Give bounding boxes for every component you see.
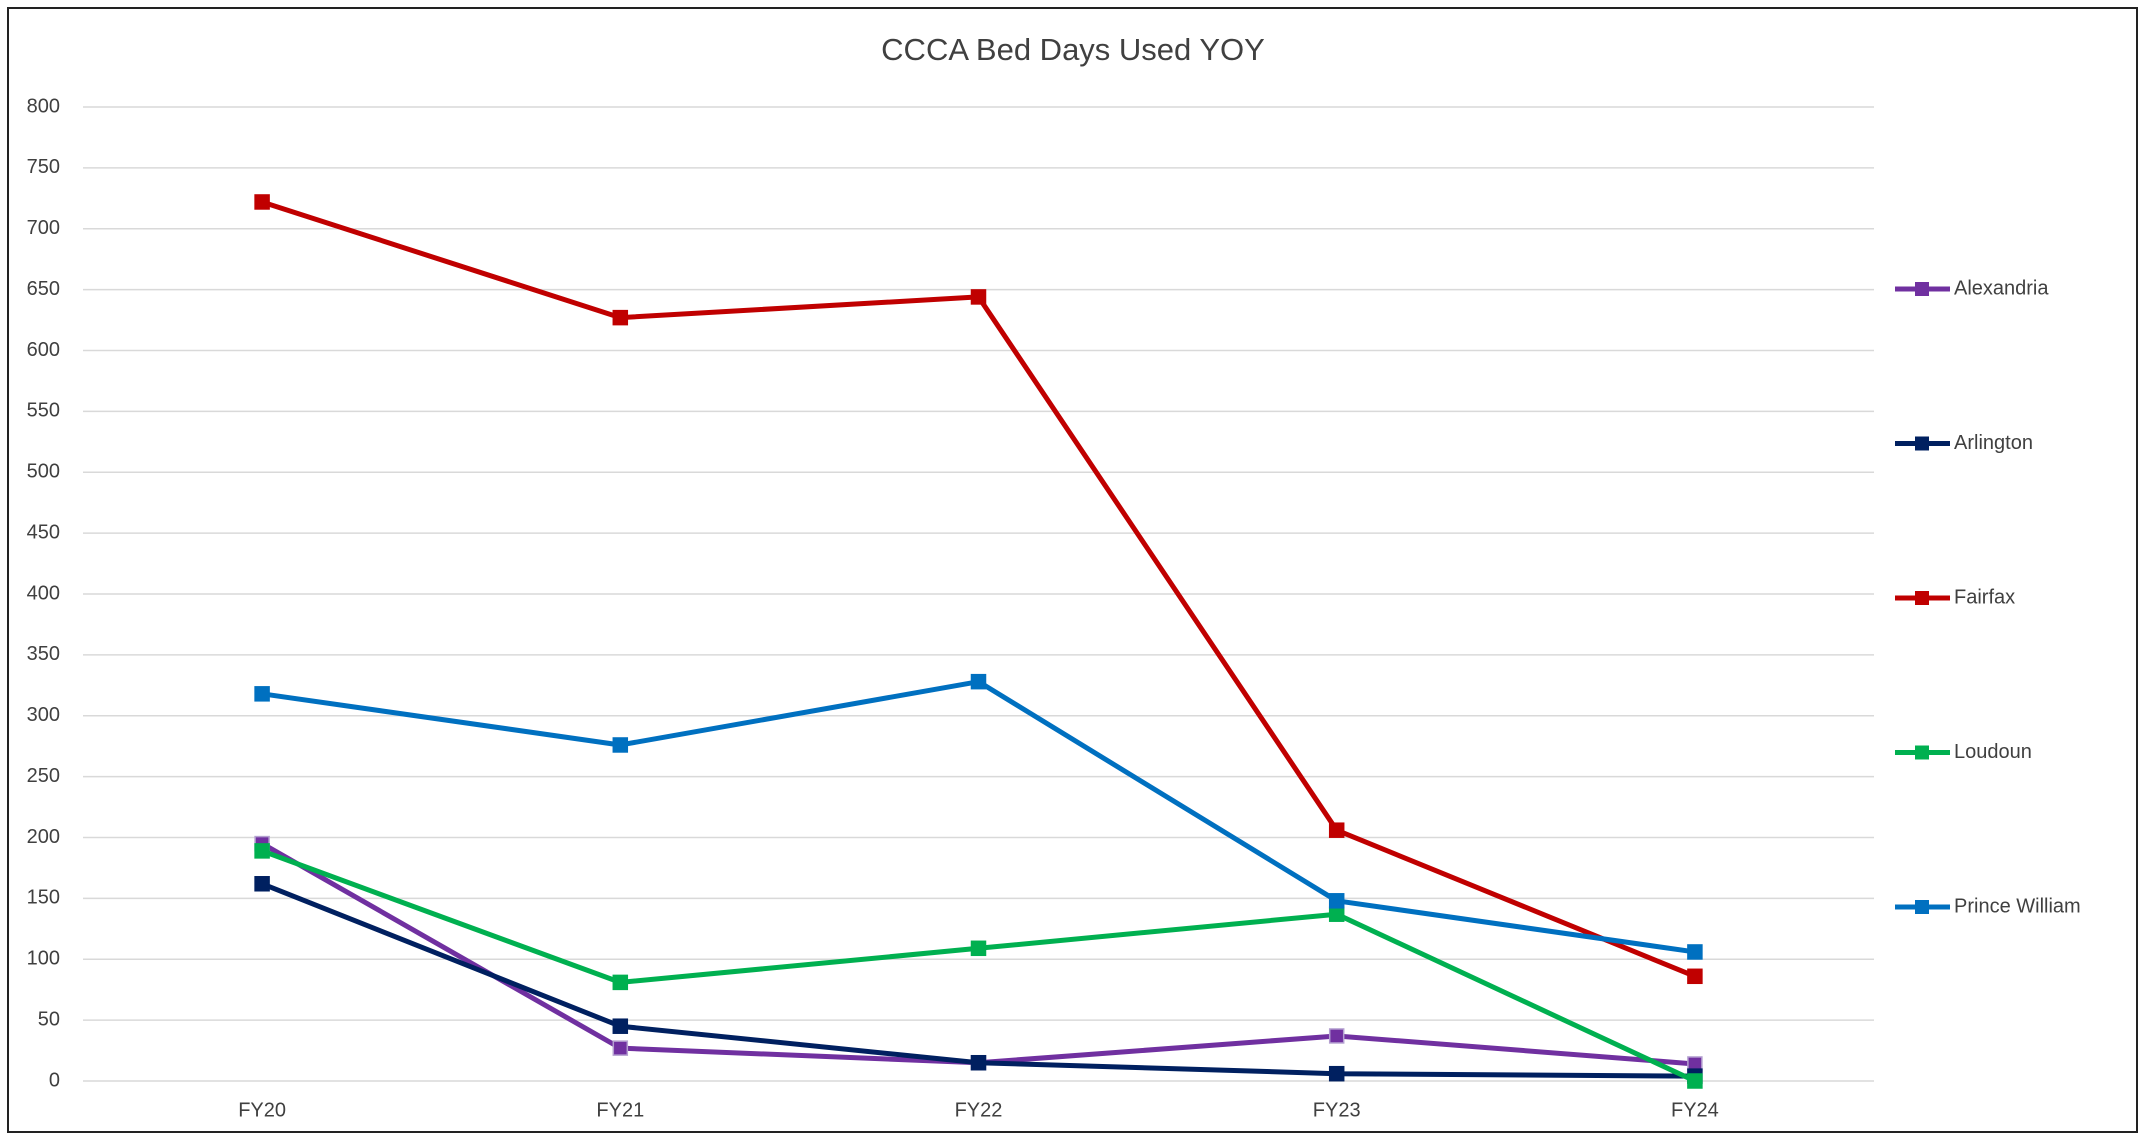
legend-label: Loudoun xyxy=(1954,741,2032,763)
y-tick-label: 700 xyxy=(27,217,60,239)
marker xyxy=(1687,1073,1703,1089)
x-tick-label: FY24 xyxy=(1671,1099,1719,1121)
legend-marker xyxy=(1915,900,1929,914)
x-tick-label: FY20 xyxy=(238,1099,286,1121)
marker xyxy=(254,843,270,859)
y-tick-label: 0 xyxy=(49,1069,60,1091)
y-tick-label: 450 xyxy=(27,521,60,543)
y-tick-label: 600 xyxy=(27,339,60,361)
y-tick-label: 400 xyxy=(27,582,60,604)
legend-label: Prince William xyxy=(1954,895,2081,917)
legend-label: Fairfax xyxy=(1954,586,2015,608)
y-tick-label: 650 xyxy=(27,278,60,300)
y-tick-label: 200 xyxy=(27,826,60,848)
marker xyxy=(612,974,629,991)
legend-marker xyxy=(1915,436,1929,451)
y-tick-label: 550 xyxy=(27,400,60,422)
marker xyxy=(970,1054,987,1071)
y-tick-label: 50 xyxy=(38,1008,60,1030)
marker xyxy=(1328,1065,1345,1082)
legend-marker xyxy=(1915,282,1929,296)
y-tick-label: 800 xyxy=(27,95,60,117)
marker xyxy=(1328,822,1345,838)
marker xyxy=(254,876,270,892)
y-tick-label: 300 xyxy=(27,704,60,726)
x-tick-label: FY22 xyxy=(955,1099,1003,1121)
x-tick-label: FY21 xyxy=(596,1099,644,1121)
marker xyxy=(1328,906,1345,922)
marker xyxy=(612,737,629,753)
marker xyxy=(970,673,987,690)
y-tick-label: 350 xyxy=(27,643,60,665)
marker xyxy=(1328,893,1345,909)
legend-marker xyxy=(1915,745,1929,760)
y-tick-label: 750 xyxy=(27,156,60,178)
marker xyxy=(254,194,270,210)
legend-label: Arlington xyxy=(1954,432,2033,454)
y-tick-label: 250 xyxy=(27,765,60,787)
y-tick-label: 100 xyxy=(27,948,60,970)
marker xyxy=(1687,968,1703,985)
marker xyxy=(1687,944,1703,960)
y-tick-label: 150 xyxy=(27,887,60,909)
y-tick-label: 500 xyxy=(27,461,60,483)
marker xyxy=(970,940,987,957)
chart-title: CCCA Bed Days Used YOY xyxy=(881,32,1265,67)
marker xyxy=(254,686,270,702)
legend-label: Alexandria xyxy=(1954,277,2049,299)
x-tick-label: FY23 xyxy=(1313,1099,1361,1121)
marker xyxy=(1328,1028,1345,1044)
marker xyxy=(970,289,987,305)
chart-border xyxy=(7,7,2138,1133)
legend-marker xyxy=(1915,591,1929,605)
marker xyxy=(612,1018,629,1034)
marker xyxy=(612,309,629,326)
marker xyxy=(612,1040,629,1056)
